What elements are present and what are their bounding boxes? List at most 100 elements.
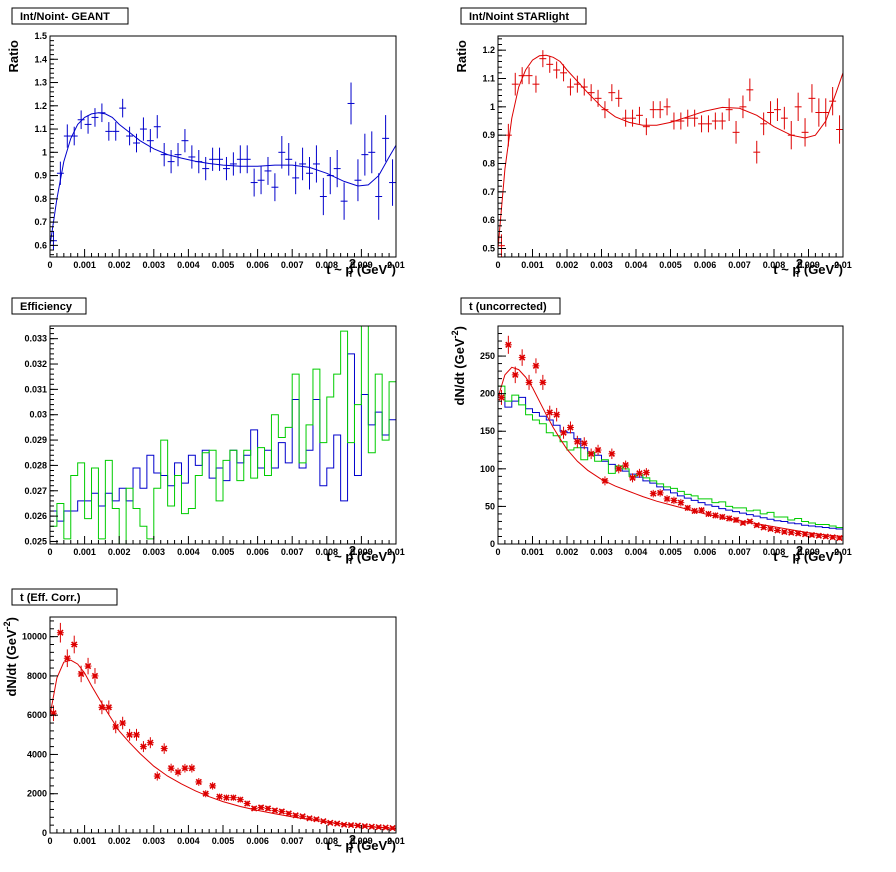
y-tick-label: 250 <box>480 351 495 361</box>
data-point <box>250 168 258 197</box>
data-point <box>580 78 588 96</box>
x-tick-label: 0.001 <box>521 547 544 557</box>
data-point <box>553 407 561 422</box>
x-tick-label: 0.003 <box>143 547 166 557</box>
data-point <box>511 72 519 96</box>
data-point <box>139 117 147 141</box>
x-tick-label: 0.003 <box>143 260 166 270</box>
x-axis-label-part_unit_sup: 2 <box>387 261 392 270</box>
x-tick-label: 0.006 <box>246 260 269 270</box>
data-point <box>243 800 251 807</box>
y-tick-label: 0.032 <box>24 359 47 369</box>
x-axis-label-part_end: ) <box>839 549 843 564</box>
data-point <box>760 112 768 136</box>
data-point <box>153 771 161 781</box>
star-marker-core <box>183 766 187 770</box>
data-point <box>732 121 740 144</box>
y-tick-label: 0 <box>490 539 495 549</box>
plot-frame <box>49 616 397 834</box>
y-axis-label-sup: -2 <box>450 330 460 338</box>
y-tick-label: 0.028 <box>24 460 47 470</box>
data-point <box>119 98 127 118</box>
star-marker-core <box>245 801 250 806</box>
data-point <box>539 374 547 390</box>
x-tick-label: 0.002 <box>556 260 579 270</box>
data-point <box>202 156 210 181</box>
star-marker-core <box>190 766 194 770</box>
y-axis-label-text: dN/dt (GeV <box>4 629 19 696</box>
x-tick-label: 0.009 <box>797 547 820 557</box>
x-tick-label: 0.008 <box>316 260 339 270</box>
x-tick-label: 0.008 <box>763 260 786 270</box>
data-point <box>105 122 113 141</box>
y-tick-label: 0.7 <box>482 187 495 197</box>
fit-curve-red <box>50 659 396 830</box>
x-axis-label-part_unit_sup: 2 <box>834 548 839 557</box>
star-marker-core <box>141 744 146 749</box>
data-point <box>299 147 307 181</box>
data-point <box>705 115 712 133</box>
data-point <box>174 143 182 167</box>
x-axis-label-part: t ~ p <box>773 549 800 564</box>
data-point <box>167 149 175 174</box>
star-marker-core <box>134 733 139 737</box>
star-marker-core <box>651 491 656 496</box>
data-point <box>663 98 671 116</box>
star-marker-core <box>169 766 173 770</box>
star-marker-core <box>830 535 835 540</box>
star-marker-core <box>534 364 538 368</box>
data-point <box>546 55 554 73</box>
plot-data-layer <box>50 622 396 832</box>
y-tick-label: 0.9 <box>34 171 47 181</box>
data-point <box>629 109 636 127</box>
y-tick-label: 2000 <box>27 789 47 799</box>
y-tick-label: 0.031 <box>24 384 47 394</box>
data-point <box>498 389 505 405</box>
star-marker-core <box>665 497 669 501</box>
star-marker-core <box>699 508 704 512</box>
data-point <box>573 435 581 448</box>
data-point <box>229 152 237 176</box>
data-point <box>223 794 230 801</box>
data-point <box>133 133 140 153</box>
data-point <box>677 498 685 507</box>
x-tick-label: 0.01 <box>834 260 852 270</box>
star-marker-core <box>196 780 201 784</box>
chart-title-box <box>11 588 118 606</box>
data-point <box>801 118 809 147</box>
y-axis-label-sup: -2 <box>2 621 12 629</box>
y-tick-label: 1 <box>42 147 47 157</box>
star-marker-core <box>679 500 683 505</box>
x-tick-label: 0.007 <box>728 260 751 270</box>
data-point <box>649 489 657 498</box>
chart-title: Int/Noint STARlight <box>469 11 569 23</box>
data-point <box>188 145 196 169</box>
data-point <box>725 98 733 121</box>
x-axis-label-part_unit_sup: 2 <box>387 548 392 557</box>
x-tick-label: 0.002 <box>556 547 579 557</box>
chart-title-box <box>11 297 87 315</box>
x-tick-label: 0.007 <box>281 260 304 270</box>
data-point <box>532 358 540 374</box>
data-point <box>794 530 802 537</box>
data-point <box>285 810 293 817</box>
data-point <box>567 421 574 434</box>
star-marker-core <box>79 672 83 676</box>
y-tick-label: 1.2 <box>482 45 495 55</box>
star-marker-core <box>541 380 545 385</box>
x-tick-label: 0.006 <box>246 547 269 557</box>
data-point <box>780 106 788 130</box>
y-tick-label: 0.027 <box>24 486 47 496</box>
chart-panel-p3: Efficiency 0 0.001 0.002 0.003 0.004 0.005 0.00… <box>11 297 405 566</box>
star-marker-core <box>210 784 215 788</box>
histogram-series-green <box>50 326 396 544</box>
data-point <box>354 159 362 202</box>
chart-panel-p1: Int/Noint- GEANT 0 0.001 0.002 0.003 0.004 0.0… <box>6 7 405 279</box>
star-marker-core <box>65 656 70 661</box>
x-tick-label: 0.005 <box>659 547 682 557</box>
x-tick-label: 0.007 <box>728 547 751 557</box>
chart-panel-p5: t (Eff. Corr.) 0 0.001 0.002 0.003 0.004 0.005… <box>2 588 405 855</box>
chart-title: Efficiency <box>20 301 73 313</box>
x-tick-label: 0.004 <box>177 547 200 557</box>
data-point <box>718 112 726 130</box>
